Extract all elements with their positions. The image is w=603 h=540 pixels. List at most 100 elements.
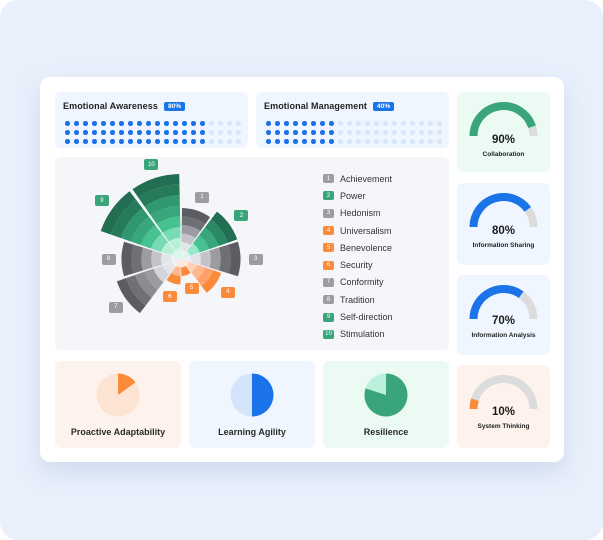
card-title: Emotional Management 40%	[264, 101, 395, 111]
legend-item[interactable]: 8 Tradition	[323, 291, 393, 308]
sector-number-tag: 10	[144, 159, 159, 171]
progress-dot	[419, 130, 424, 135]
progress-dot	[155, 121, 160, 126]
progress-dot	[284, 139, 289, 144]
progress-dot	[320, 130, 325, 135]
sector-number-tag: 8	[101, 253, 116, 265]
progress-dot	[191, 139, 196, 144]
legend-label: Power	[340, 190, 366, 201]
resilience-card[interactable]: Resilience	[323, 361, 449, 448]
progress-dot	[101, 121, 106, 126]
progress-dot	[365, 130, 370, 135]
legend-item[interactable]: 7 Conformity	[323, 274, 393, 291]
card-title: Emotional Awareness 80%	[63, 101, 186, 111]
progress-dot	[200, 130, 205, 135]
progress-dot	[218, 139, 223, 144]
progress-dot	[164, 139, 169, 144]
progress-dot	[338, 121, 343, 126]
progress-dot	[74, 130, 79, 135]
card-title-text: Emotional Awareness	[63, 101, 158, 111]
progress-dot	[173, 139, 178, 144]
emotional-awareness-card[interactable]: Emotional Awareness 80%	[55, 92, 248, 148]
progress-dot	[284, 121, 289, 126]
progress-dot	[293, 139, 298, 144]
progress-dot	[227, 130, 232, 135]
sector-number-tag: 9	[94, 195, 109, 207]
progress-dot	[383, 139, 388, 144]
progress-dot	[320, 139, 325, 144]
legend-item[interactable]: 4 Universalism	[323, 222, 393, 239]
progress-dot	[155, 130, 160, 135]
progress-dot	[428, 139, 433, 144]
progress-dot	[227, 139, 232, 144]
legend-item[interactable]: 2 Power	[323, 187, 393, 204]
progress-dot	[218, 121, 223, 126]
progress-dot	[437, 121, 442, 126]
gauge-card-system-thinking[interactable]: 10% System Thinking	[457, 365, 550, 448]
gauge-arc	[469, 285, 538, 320]
progress-dot	[329, 139, 334, 144]
progress-dot	[182, 139, 187, 144]
emotional-management-card[interactable]: Emotional Management 40%	[256, 92, 449, 148]
progress-dot	[383, 130, 388, 135]
progress-dot	[329, 121, 334, 126]
progress-dot	[311, 139, 316, 144]
legend-item[interactable]: 3 Hedonism	[323, 205, 393, 222]
pie-chart	[96, 373, 140, 417]
progress-dot	[320, 121, 325, 126]
progress-dot	[146, 139, 151, 144]
progress-dot	[65, 130, 70, 135]
legend-item[interactable]: 10 Stimulation	[323, 326, 393, 343]
progress-dot	[374, 121, 379, 126]
progress-dot	[374, 130, 379, 135]
proactive-adaptability-card[interactable]: Proactive Adaptability	[55, 361, 181, 448]
sector-number-tag: 2	[234, 210, 249, 222]
card-label: Learning Agility	[218, 427, 286, 437]
gauge-label: Information Analysis	[471, 332, 536, 339]
progress-dot	[236, 130, 241, 135]
progress-dot	[419, 121, 424, 126]
progress-dot	[173, 130, 178, 135]
progress-dot	[383, 121, 388, 126]
card-title-text: Emotional Management	[264, 101, 368, 111]
legend-label: Self-direction	[340, 312, 393, 323]
legend-label: Stimulation	[340, 329, 385, 340]
legend-number-badge: 3	[323, 208, 334, 218]
progress-dot	[110, 130, 115, 135]
chart-legend: 1 Achievement 2 Power 3 Hedonism 4 Universalism…	[323, 170, 393, 343]
gauge-value: 70%	[491, 315, 516, 327]
progress-dot	[227, 121, 232, 126]
progress-dot	[392, 139, 397, 144]
gauge-card-information-analysis[interactable]: 70% Information Analysis	[457, 275, 550, 355]
progress-dot	[401, 121, 406, 126]
progress-dot	[74, 121, 79, 126]
legend-number-badge: 9	[323, 312, 334, 322]
legend-item[interactable]: 5 Benevolence	[323, 239, 393, 256]
progress-dot	[428, 130, 433, 135]
progress-dot	[101, 130, 106, 135]
legend-item[interactable]: 9 Self-direction	[323, 308, 393, 325]
legend-item[interactable]: 6 Security	[323, 256, 393, 273]
legend-item[interactable]: 1 Achievement	[323, 170, 393, 187]
legend-label: Security	[340, 260, 373, 271]
progress-dot	[410, 121, 415, 126]
gauge-card-information-sharing[interactable]: 80% Information Sharing	[457, 183, 550, 265]
legend-number-badge: 2	[323, 191, 334, 201]
progress-dot	[137, 121, 142, 126]
legend-number-badge: 6	[323, 260, 334, 270]
learning-agility-card[interactable]: Learning Agility	[189, 361, 315, 448]
legend-label: Benevolence	[340, 242, 393, 253]
progress-dot	[392, 130, 397, 135]
gauge-label: Information Sharing	[472, 242, 535, 249]
progress-dot	[137, 139, 142, 144]
polar-area-chart[interactable]	[55, 157, 315, 350]
progress-dot	[128, 130, 133, 135]
progress-dot	[128, 121, 133, 126]
legend-number-badge: 7	[323, 277, 334, 287]
gauge-label: Collaboration	[482, 151, 525, 158]
progress-dot	[164, 130, 169, 135]
gauge-card-collaboration[interactable]: 90% Collaboration	[457, 92, 550, 172]
progress-dot	[209, 139, 214, 144]
progress-dot	[365, 121, 370, 126]
progress-dot	[137, 130, 142, 135]
